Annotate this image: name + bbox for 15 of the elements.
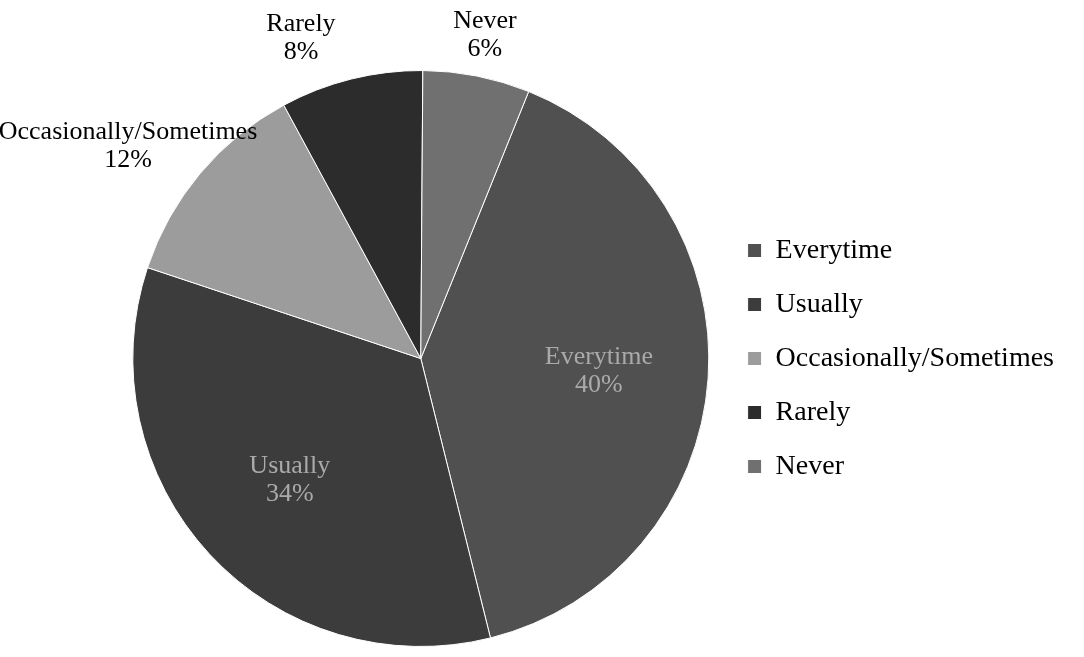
data-label: 12% bbox=[104, 144, 152, 174]
slice-label: Everytime bbox=[544, 340, 654, 370]
legend-label: Never bbox=[775, 448, 845, 480]
legend-label: Rarely bbox=[775, 394, 851, 426]
slice-label: Rarely bbox=[266, 8, 336, 38]
slice-label: Occasionally/Sometimes bbox=[0, 116, 258, 146]
legend-label: Occasionally/Sometimes bbox=[775, 340, 1054, 372]
data-label: 6% bbox=[467, 32, 503, 62]
legend-label: Everytime bbox=[775, 232, 893, 264]
data-label: 8% bbox=[283, 36, 319, 66]
slice-label: Never bbox=[453, 4, 517, 34]
data-label: 40% bbox=[575, 368, 623, 398]
data-label: 34% bbox=[265, 477, 314, 507]
slice-label: Usually bbox=[249, 449, 331, 479]
legend-label: Usually bbox=[775, 286, 863, 318]
